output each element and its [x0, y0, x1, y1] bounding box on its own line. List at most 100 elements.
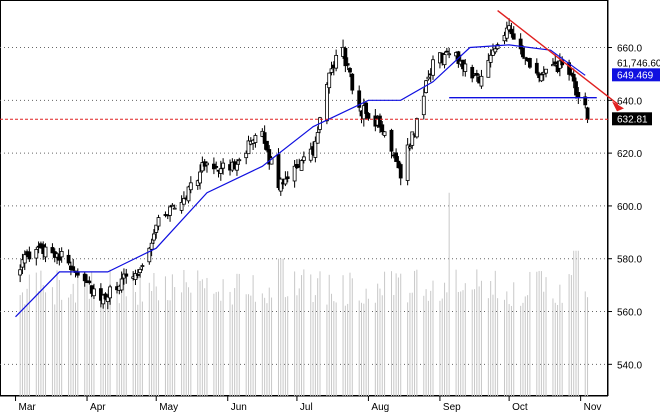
candle-down — [521, 47, 525, 58]
candle-down — [214, 166, 219, 168]
candle-up — [92, 288, 96, 297]
candle-up — [408, 146, 412, 149]
candle-up — [447, 53, 452, 56]
candle-up — [414, 118, 419, 138]
candle-down — [576, 92, 581, 98]
candle-up — [486, 60, 491, 78]
candle-up — [200, 162, 205, 172]
candle-down — [511, 33, 516, 40]
candle-down — [534, 62, 539, 74]
y-tick-label: 620.0 — [617, 149, 642, 160]
candle-down — [124, 273, 129, 277]
candle-down — [276, 154, 281, 189]
y-tick-label: 660.0 — [617, 44, 642, 55]
candle-up — [410, 131, 415, 146]
axis-labels: 540.0 560.0 580.0 600.0 620.0 640.0 660.0 Mar Ap… — [15, 44, 642, 412]
ma-value-badge — [612, 68, 660, 82]
candle-down — [571, 73, 576, 82]
candle-up — [235, 163, 239, 171]
candle-up — [218, 168, 223, 174]
candle-up — [101, 294, 106, 305]
candle-down — [474, 73, 479, 76]
x-tick-label: Aug — [371, 402, 389, 412]
candle-down — [87, 280, 92, 284]
candle-down — [71, 266, 76, 271]
trend-line — [497, 10, 619, 105]
candle-down — [66, 254, 71, 264]
candle-down — [583, 96, 588, 106]
candle-up — [551, 64, 555, 67]
candle-down — [509, 28, 514, 35]
y-tick-label: 600.0 — [617, 202, 642, 213]
candle-up — [105, 296, 110, 303]
candle-up — [334, 54, 339, 69]
candle-up — [108, 286, 112, 299]
candle-up — [539, 74, 544, 82]
candle-up — [301, 156, 306, 161]
overlay-lines — [0, 10, 624, 318]
candle-up — [299, 160, 304, 171]
candle-up — [34, 249, 39, 259]
candle-down — [378, 115, 382, 128]
candle-up — [325, 84, 329, 122]
candle-up — [133, 273, 138, 280]
candle-up — [495, 44, 500, 50]
candle-up — [140, 265, 145, 267]
candle-down — [350, 73, 355, 91]
candle-down — [398, 164, 403, 179]
candle-up — [421, 95, 426, 116]
moving-average-line — [15, 44, 586, 318]
candle-up — [20, 259, 25, 268]
candle-up — [479, 75, 484, 87]
candle-down — [527, 57, 532, 68]
volume-bars — [19, 192, 589, 396]
y-tick-label: 560.0 — [617, 308, 642, 319]
candle-up — [382, 131, 387, 136]
candle-up — [221, 162, 226, 169]
last-price-label: 632.81 — [617, 114, 648, 125]
candle-up — [431, 59, 435, 76]
y-tick-label: 580.0 — [617, 255, 642, 266]
candle-up — [147, 247, 152, 263]
candle-down — [366, 113, 371, 119]
candle-up — [507, 25, 512, 31]
candle-up — [544, 68, 548, 74]
candle-up — [237, 159, 242, 162]
candle-up — [313, 140, 318, 158]
level-value-label: 61,746.60 — [617, 59, 660, 70]
candle-up — [179, 202, 184, 211]
candle-up — [149, 242, 154, 250]
candle-up — [188, 182, 193, 191]
candle-down — [394, 152, 399, 162]
candle-up — [18, 269, 23, 276]
last-price-badge — [612, 112, 652, 126]
candle-up — [405, 144, 410, 181]
candle-down — [57, 254, 62, 261]
candle-down — [27, 251, 32, 260]
candle-down — [567, 62, 571, 75]
candle-down — [585, 107, 590, 120]
y-tick-label: 540.0 — [617, 360, 642, 371]
candle-down — [470, 66, 475, 79]
y-tick-label: 640.0 — [617, 96, 642, 107]
x-tick-label: Sep — [443, 402, 461, 412]
candle-down — [389, 129, 394, 152]
candle-up — [205, 162, 209, 166]
candle-up — [119, 278, 124, 291]
candle-up — [329, 68, 334, 73]
candle-down — [343, 47, 348, 67]
candle-up — [22, 254, 27, 264]
candle-up — [426, 76, 431, 80]
x-tick-label: May — [159, 402, 178, 412]
candle-up — [292, 165, 297, 182]
candle-up — [504, 27, 509, 39]
candle-up — [463, 63, 468, 72]
candle-down — [103, 293, 108, 300]
candle-up — [172, 207, 177, 210]
candle-up — [491, 49, 495, 56]
candle-up — [278, 178, 283, 192]
candle-down — [553, 61, 558, 65]
trend-arrowhead — [612, 101, 624, 112]
